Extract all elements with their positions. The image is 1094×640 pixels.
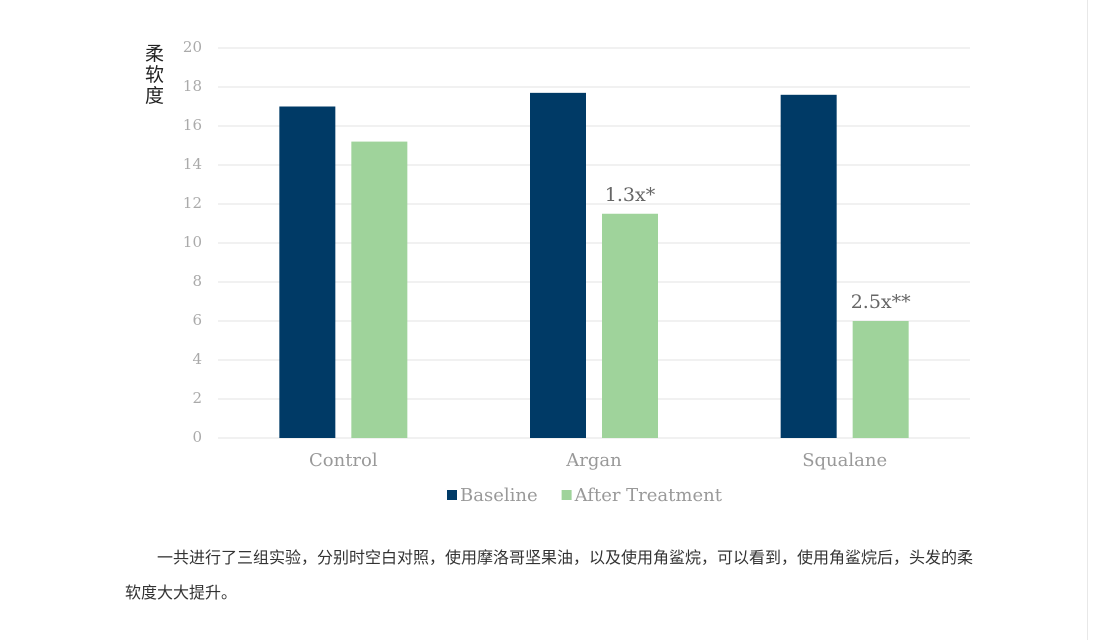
y-tick-label: 16: [183, 116, 202, 134]
y-tick-label: 8: [192, 272, 202, 290]
bar: [780, 94, 837, 439]
legend-label: After Treatment: [574, 485, 723, 506]
x-tick-label: Control: [309, 450, 378, 471]
y-tick-label: 4: [192, 350, 202, 368]
y-tick-label: 18: [183, 77, 202, 95]
annotation: 1.3x*: [605, 184, 656, 206]
y-tick-label: 20: [183, 38, 202, 56]
legend-swatch: [561, 490, 572, 500]
page-edge: [1087, 0, 1088, 640]
paragraph: 一共进行了三组实验，分别时空白对照，使用摩洛哥坚果油，以及使用角鲨烷，可以看到，…: [125, 548, 974, 602]
bar: [279, 106, 336, 438]
chart: 柔软度 0 2 4 6 8 10 12 14 16 18 20 Control Argan 1.3x* Sq…: [142, 38, 970, 506]
y-tick-label: 10: [183, 233, 202, 251]
y-tick-label: 2: [192, 389, 202, 407]
x-tick-label: Argan: [565, 450, 622, 471]
bar: [530, 92, 586, 438]
bar: [351, 141, 408, 438]
y-tick-label: 14: [183, 155, 202, 173]
y-axis-label: 柔软度: [142, 43, 164, 106]
legend-swatch: [447, 490, 457, 500]
y-tick-label: 12: [183, 194, 202, 212]
annotation: 2.5x**: [851, 291, 911, 313]
x-tick-label: Squalane: [802, 450, 887, 471]
y-tick-label: 6: [192, 311, 202, 329]
legend-label: Baseline: [460, 485, 538, 506]
bar: [852, 321, 909, 438]
y-tick-label: 0: [192, 428, 202, 446]
bar: [602, 213, 658, 438]
